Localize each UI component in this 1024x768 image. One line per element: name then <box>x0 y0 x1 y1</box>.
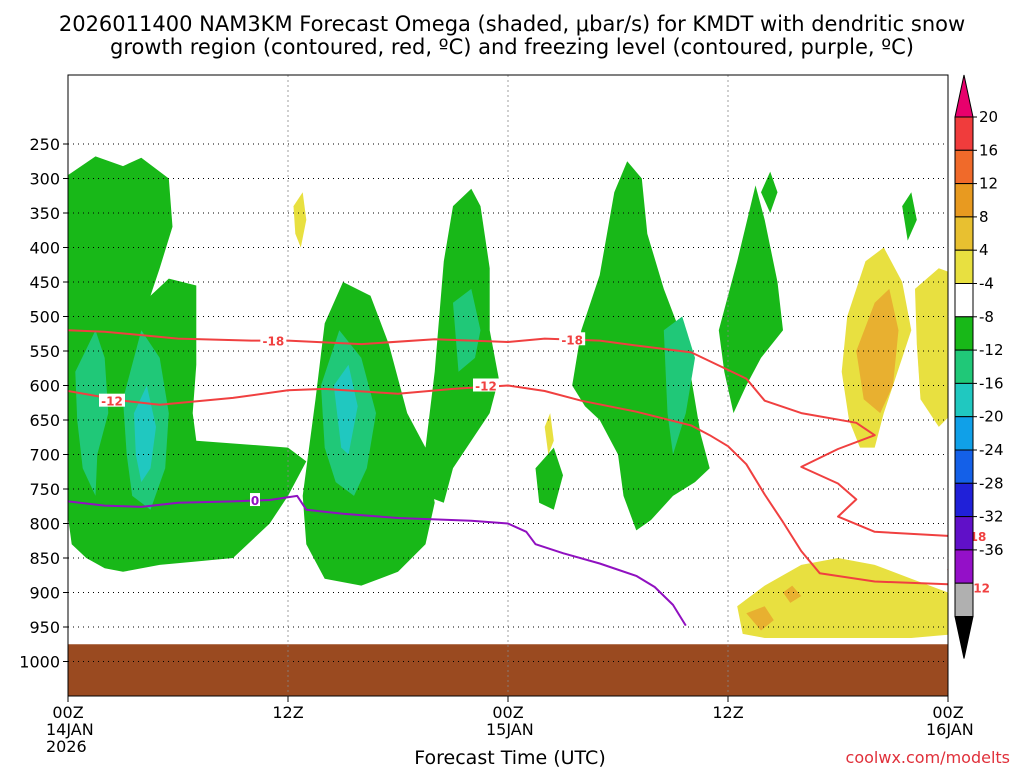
colorbar: 20 16 12 8 4 -4 -8 -12 -16 -20 -24 -28 -32 -36 <box>954 74 1004 659</box>
omega-region-8-to-12-0 <box>856 288 899 414</box>
x-tick-label-12-0: 12Z <box>272 703 303 722</box>
omega-region-8-to-12-1 <box>746 606 774 631</box>
contour-label-0: -18 <box>262 335 284 349</box>
contour-label-6: 0 <box>251 494 259 508</box>
colorbar-swatch-7 <box>954 349 974 384</box>
contour-label-5: -12 <box>968 582 990 596</box>
credit-text: coolwx.com/modelts <box>846 748 1010 767</box>
colorbar-top-arrow <box>954 74 974 118</box>
colorbar-swatch-4 <box>954 249 974 284</box>
contour-label-3: -12 <box>101 395 123 409</box>
y-tick-label-550: 550 <box>29 342 60 361</box>
omega-region--16-to-12-0 <box>134 385 156 483</box>
y-tick-label-700: 700 <box>29 446 60 465</box>
omega-shading <box>68 156 1024 696</box>
contour-freezing-level <box>68 494 687 627</box>
contour-label-4: -12 <box>475 380 497 394</box>
y-tick-label-350: 350 <box>29 204 60 223</box>
contour-dendritic-bottom <box>68 384 948 586</box>
x-tick-label-0-1: 14JAN <box>46 720 94 739</box>
colorbar-label-5: -4 <box>979 275 994 293</box>
colorbar-swatch-0 <box>954 116 974 151</box>
colorbar-label-2: 12 <box>979 175 998 193</box>
omega-region--16-to-12-1 <box>333 364 358 455</box>
colorbar-label-10: -24 <box>979 441 1004 459</box>
y-tick-label-750: 750 <box>29 480 60 499</box>
colorbar-swatch-12 <box>954 516 974 551</box>
colorbar-swatch-3 <box>954 216 974 251</box>
colorbar-label-4: 4 <box>979 241 989 259</box>
colorbar-swatch-9 <box>954 416 974 451</box>
omega-region--8-to-4-3 <box>535 447 563 510</box>
x-tick-label-24-0: 00Z <box>492 703 523 722</box>
colorbar-swatch-6 <box>954 316 974 351</box>
x-tick-label-0-0: 00Z <box>52 703 83 722</box>
y-tick-label-300: 300 <box>29 170 60 189</box>
colorbar-label-0: 20 <box>979 108 998 126</box>
colorbar-label-3: 8 <box>979 208 989 226</box>
y-tick-label-450: 450 <box>29 273 60 292</box>
y-tick-label-650: 650 <box>29 411 60 430</box>
y-axis-ticks: 250 300 350 400 450 500 550 600 650 700 750 800 850 9… <box>19 135 68 672</box>
colorbar-label-7: -12 <box>979 341 1004 359</box>
colorbar-swatch-11 <box>954 482 974 518</box>
colorbar-label-9: -20 <box>979 408 1004 426</box>
chart-title-line1: 2026011400 NAM3KM Forecast Omega (shaded… <box>59 12 965 36</box>
contour-label-bg-6 <box>250 493 260 507</box>
contour-dendritic-top <box>68 329 948 537</box>
omega-region--8-to-4-5 <box>718 185 783 414</box>
y-tick-label-800: 800 <box>29 515 60 534</box>
x-tick-label-24-1: 15JAN <box>486 720 534 739</box>
y-tick-label-1000: 1000 <box>19 653 60 672</box>
x-axis-ticks: 00Z14JAN202612Z00Z15JAN12Z00Z16JAN12Z <box>46 696 974 756</box>
contour-label-bg-0 <box>260 333 287 347</box>
y-tick-label-250: 250 <box>29 135 60 154</box>
y-tick-label-900: 900 <box>29 584 60 603</box>
contour-label-bg-4 <box>473 378 499 392</box>
temperature-contours <box>68 329 948 627</box>
y-tick-label-500: 500 <box>29 308 60 327</box>
omega-region-8-to-12-2 <box>783 585 802 603</box>
omega-region-4-to-8-1 <box>544 413 554 455</box>
x-axis-title: Forecast Time (UTC) <box>414 747 605 768</box>
colorbar-label-8: -16 <box>979 374 1004 392</box>
contour-label-bg-1 <box>559 332 586 346</box>
y-tick-label-400: 400 <box>29 239 60 258</box>
x-tick-label-0-2: 2026 <box>46 737 87 756</box>
omega-region-4-to-8-0 <box>293 192 307 248</box>
contour-label-bg-3 <box>99 393 125 407</box>
x-tick-label-48-0: 00Z <box>932 703 963 722</box>
omega-region-4-to-8-3 <box>915 268 948 427</box>
colorbar-swatch-10 <box>954 449 974 484</box>
contour-label-1: -18 <box>561 333 583 347</box>
x-tick-label-36-0: 12Z <box>712 703 743 722</box>
y-tick-label-600: 600 <box>29 377 60 396</box>
chart-title-line2: growth region (contoured, red, ºC) and f… <box>110 35 914 59</box>
colorbar-swatch-2 <box>954 183 974 218</box>
omega-region--8-to-4-7 <box>902 192 917 241</box>
y-tick-label-850: 850 <box>29 549 60 568</box>
omega-region--8-to-4-0 <box>68 156 307 572</box>
colorbar-label-13: -36 <box>979 541 1004 559</box>
omega-region-ground-below-surface--0 <box>68 644 948 696</box>
colorbar-label-11: -28 <box>979 474 1004 492</box>
colorbar-bottom-arrow <box>954 616 974 659</box>
x-tick-label-48-1: 16JAN <box>926 720 974 739</box>
colorbar-label-1: 16 <box>979 141 998 159</box>
colorbar-swatch-1 <box>954 149 974 185</box>
colorbar-label-6: -8 <box>979 308 994 326</box>
colorbar-swatch-8 <box>954 382 974 418</box>
colorbar-swatch-5 <box>954 283 974 318</box>
colorbar-swatch-14 <box>954 582 974 618</box>
colorbar-swatch-13 <box>954 549 974 584</box>
colorbar-label-12: -32 <box>979 508 1004 526</box>
y-tick-label-950: 950 <box>29 618 60 637</box>
omega-region-4-to-8-4 <box>737 558 948 638</box>
omega-region--8-to-4-6 <box>761 171 778 213</box>
omega-region-4-to-8-6 <box>1012 530 1024 634</box>
